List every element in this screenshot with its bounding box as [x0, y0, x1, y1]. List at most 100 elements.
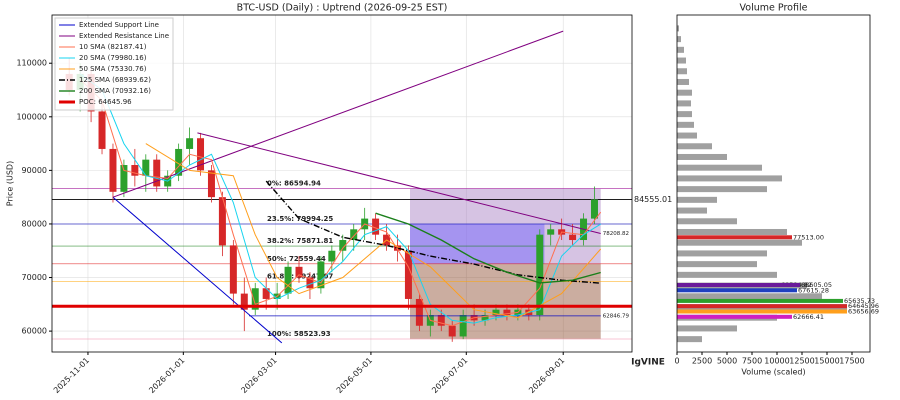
volume-bar — [677, 68, 687, 75]
x-tick-label: 15000 — [814, 357, 839, 366]
volume-bar — [677, 186, 767, 193]
x-tick-label: 2026-03-01 — [239, 356, 278, 395]
x-tick-label: 17500 — [839, 357, 864, 366]
candle-body — [536, 234, 544, 316]
price-label: 84555.01 — [634, 195, 672, 204]
highlight-label: 63656.69 — [848, 308, 879, 316]
volume-bar — [677, 100, 691, 107]
volume-bar — [677, 36, 681, 43]
candle-body — [339, 240, 347, 251]
candle-body — [153, 159, 161, 187]
legend-label: 20 SMA (79980.16) — [79, 54, 147, 62]
candle-body — [503, 309, 511, 316]
fib-label: 23.5%: 79994.25 — [267, 215, 333, 223]
chart-title: BTC-USD (Daily) : Uptrend (2026-09-25 ES… — [237, 3, 448, 14]
x-tick-label: 0 — [674, 357, 679, 366]
x-axis-label: Volume (scaled) — [741, 368, 805, 377]
candle-body — [240, 293, 248, 310]
highlight-bar — [677, 288, 797, 293]
volume-bar — [677, 121, 694, 128]
chart-title: Volume Profile — [740, 3, 808, 14]
volume-bar — [677, 164, 762, 171]
candle-body — [317, 261, 325, 289]
series-line — [375, 212, 601, 284]
volume-bar — [677, 228, 787, 235]
x-tick-label: 2500 — [692, 357, 712, 366]
volume-bar — [677, 132, 697, 139]
legend-box — [54, 17, 174, 111]
annotation-label: 62846.79 — [603, 313, 630, 319]
logo: IgVINE — [631, 358, 665, 368]
plot-frame — [51, 14, 633, 353]
candle-body — [492, 309, 500, 316]
highlight-bar — [677, 304, 847, 309]
volume-bar — [677, 218, 737, 225]
candle-body — [229, 245, 237, 294]
volume-bar — [677, 271, 777, 278]
candle-body — [569, 234, 577, 241]
x-tick-label: 2026-01-01 — [147, 356, 186, 395]
highlight-label: 62666.41 — [793, 313, 824, 321]
highlight-bar — [677, 298, 843, 303]
candle-body — [109, 148, 117, 192]
x-tick-label: 2025-11-01 — [52, 356, 91, 395]
y-tick-label: 70000 — [22, 273, 47, 282]
highlight-bar — [677, 235, 792, 240]
volume-bar — [677, 207, 707, 214]
fib-label: 50%: 72559.44 — [267, 255, 326, 263]
candle-body — [437, 315, 445, 326]
highlight-label: 65635.73 — [844, 297, 875, 305]
x-tick-label: 2026-09-01 — [527, 356, 566, 395]
candle-body — [328, 250, 336, 262]
volume-bar — [677, 111, 692, 118]
candle-body — [218, 197, 226, 246]
volume-bar — [677, 261, 757, 268]
fib-label: 38.2%: 75871.81 — [267, 237, 333, 245]
candle-body — [186, 138, 194, 149]
y-axis-label: Price (USD) — [6, 161, 15, 206]
candle-body — [393, 245, 401, 251]
candle-body — [372, 218, 380, 235]
volume-bar — [677, 46, 684, 53]
candle-body — [175, 148, 183, 176]
series-line — [79, 73, 601, 324]
legend-label: 10 SMA (82187.41) — [79, 43, 147, 51]
x-tick-label: 2026-07-01 — [430, 356, 469, 395]
volume-bar — [677, 325, 737, 332]
candle-body — [142, 159, 150, 176]
volume-bar — [677, 143, 712, 150]
volume-bar — [677, 78, 689, 85]
y-tick-label: 80000 — [22, 219, 47, 228]
x-tick-label: 12500 — [789, 357, 814, 366]
y-tick-label: 100000 — [16, 112, 47, 121]
volume-bar — [677, 250, 767, 257]
legend: Extended Support Line Extended Resistance… — [54, 17, 174, 111]
candle-body — [131, 165, 139, 176]
fib-label: 100%: 58523.93 — [267, 330, 331, 338]
volume-bar — [677, 293, 822, 300]
candle-body — [207, 170, 215, 198]
volume-bar — [677, 175, 782, 182]
candle-body — [306, 277, 314, 289]
series-line — [145, 143, 602, 319]
series-line — [197, 132, 601, 234]
volume-bar — [677, 239, 802, 246]
zone — [410, 223, 545, 264]
volume-bar — [677, 196, 717, 203]
y-tick-label: 110000 — [16, 59, 47, 68]
legend-label: 200 SMA (70932.16) — [79, 87, 151, 95]
fib-label: 0%: 86594.94 — [267, 180, 321, 188]
y-tick-label: 60000 — [22, 327, 47, 336]
highlight-label: 67615.28 — [798, 286, 829, 294]
candle-body — [547, 229, 555, 235]
candle-body — [590, 199, 598, 219]
candle-body — [98, 111, 106, 149]
candle-body — [284, 266, 292, 294]
x-tick-label: 10000 — [764, 357, 789, 366]
highlight-label: 77513.00 — [793, 233, 824, 241]
candle-body — [459, 315, 467, 337]
zone — [410, 188, 601, 264]
legend-label: POC: 64645.96 — [79, 98, 132, 106]
highlight-bar — [677, 314, 792, 319]
